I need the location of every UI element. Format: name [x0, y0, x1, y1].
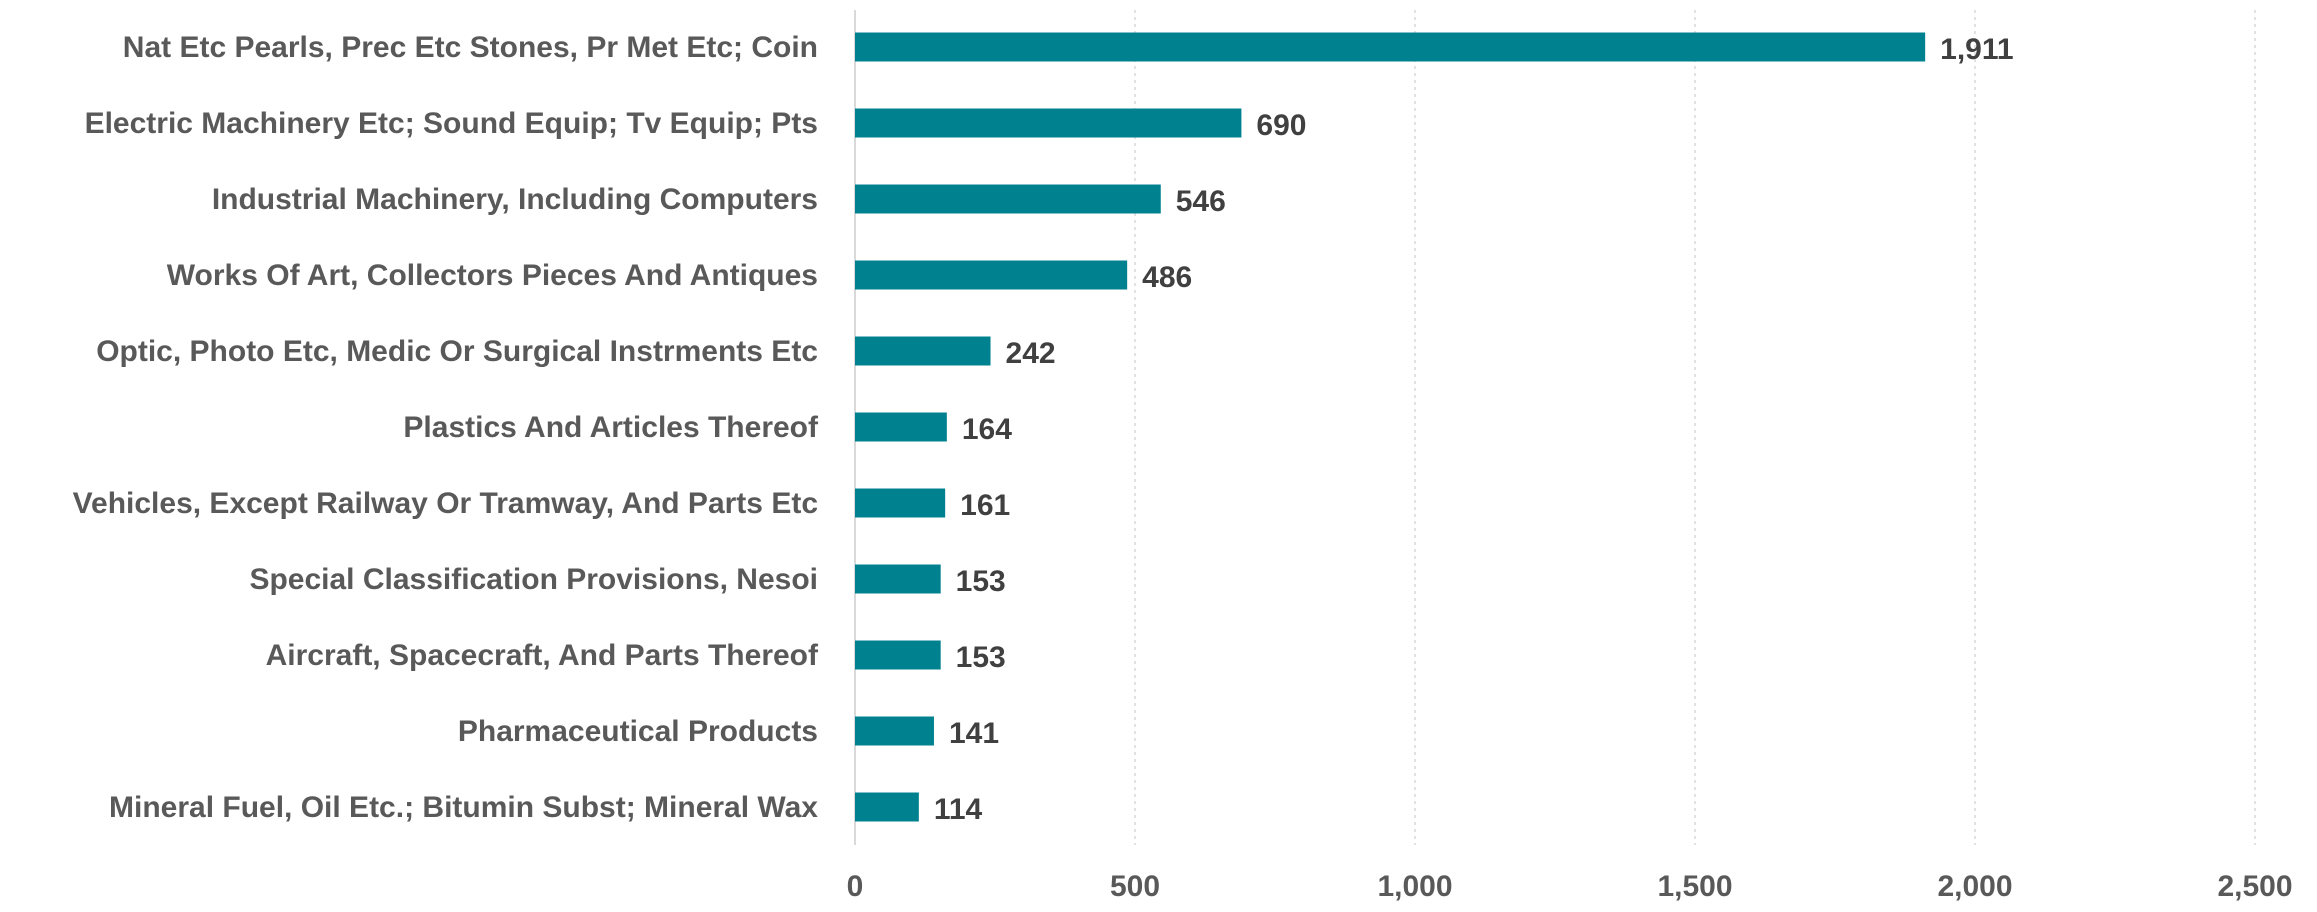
category-label: Mineral Fuel, Oil Etc.; Bitumin Subst; M… — [109, 791, 818, 824]
bar — [855, 260, 1128, 290]
category-label: Electric Machinery Etc; Sound Equip; Tv … — [85, 107, 818, 140]
bar — [855, 640, 941, 670]
bar — [855, 412, 947, 442]
x-tick-label: 2,000 — [1937, 870, 2012, 903]
data-label: 141 — [949, 717, 999, 750]
data-label: 114 — [934, 793, 983, 826]
bar — [855, 32, 1926, 62]
category-label: Works Of Art, Collectors Pieces And Anti… — [167, 259, 818, 292]
category-label: Nat Etc Pearls, Prec Etc Stones, Pr Met … — [123, 31, 818, 64]
bar — [855, 488, 946, 518]
data-label: 153 — [956, 641, 1006, 674]
bar — [855, 336, 991, 366]
bars — [855, 32, 1926, 822]
data-label: 161 — [960, 489, 1010, 522]
bar — [855, 716, 934, 746]
bar — [855, 564, 941, 594]
x-tick-label: 0 — [847, 870, 864, 903]
value-labels: 1,911 690 546 486 242 164 161 153 153 141 114 — [934, 33, 2014, 826]
data-label: 164 — [962, 413, 1012, 446]
category-label: Pharmaceutical Products — [458, 715, 818, 748]
category-label: Vehicles, Except Railway Or Tramway, And… — [73, 487, 818, 520]
category-label: Aircraft, Spacecraft, And Parts Thereof — [266, 639, 819, 672]
category-labels: Nat Etc Pearls, Prec Etc Stones, Pr Met … — [73, 31, 819, 824]
x-axis-ticks: 0 500 1,000 1,500 2,000 2,500 — [847, 870, 2293, 903]
bar — [855, 792, 919, 822]
x-tick-label: 2,500 — [2217, 870, 2292, 903]
bar — [855, 108, 1242, 138]
data-label: 546 — [1176, 185, 1226, 218]
category-label: Industrial Machinery, Including Computer… — [212, 183, 818, 216]
category-label: Special Classification Provisions, Nesoi — [249, 563, 818, 596]
data-label: 153 — [956, 565, 1006, 598]
data-label: 242 — [1006, 337, 1056, 370]
category-label: Optic, Photo Etc, Medic Or Surgical Inst… — [96, 335, 818, 368]
data-label: 690 — [1256, 109, 1306, 142]
x-tick-label: 1,000 — [1377, 870, 1452, 903]
bar — [855, 184, 1161, 214]
data-label: 486 — [1142, 261, 1192, 294]
x-tick-label: 500 — [1110, 870, 1160, 903]
x-tick-label: 1,500 — [1657, 870, 1732, 903]
data-label: 1,911 — [1940, 33, 2013, 66]
category-label: Plastics And Articles Thereof — [403, 411, 819, 444]
